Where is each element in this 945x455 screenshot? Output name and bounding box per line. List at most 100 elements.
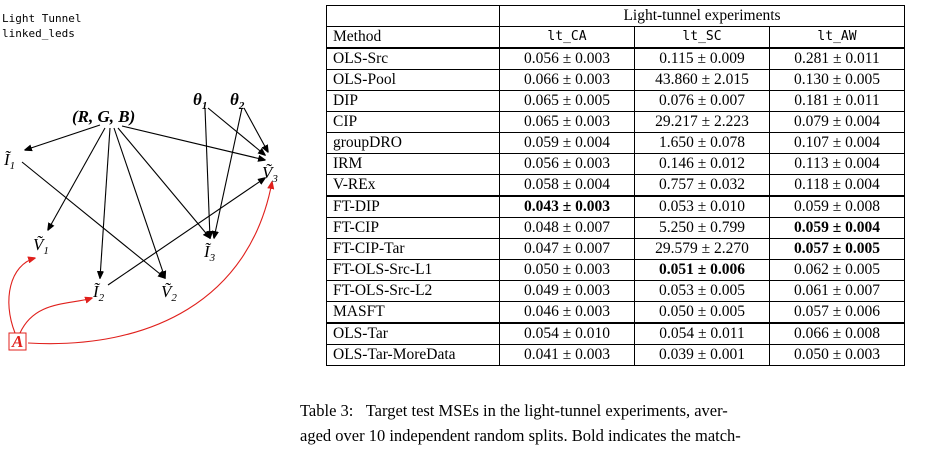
value-cell: 0.066 ± 0.008 xyxy=(769,322,905,345)
value-cell: 0.043 ± 0.003 xyxy=(499,195,635,218)
table-row: groupDRO 0.059 ± 0.004 1.650 ± 0.078 0.107 … xyxy=(326,132,905,154)
value-cell: 43.860 ± 2.015 xyxy=(634,69,770,91)
table-row: OLS-Src 0.056 ± 0.003 0.115 ± 0.009 0.281 ±… xyxy=(326,47,905,70)
table-row: FT-OLS-Src-L1 0.050 ± 0.003 0.051 ± 0.006 0… xyxy=(326,259,905,281)
value-cell: 0.056 ± 0.003 xyxy=(499,153,635,175)
method-cell: MASFT xyxy=(326,301,500,324)
table-row: IRM 0.056 ± 0.003 0.146 ± 0.012 0.113 ± 0.0… xyxy=(326,153,905,175)
node: Ṽ2 xyxy=(161,282,177,304)
value-cell: 1.650 ± 0.078 xyxy=(634,132,770,154)
node: θ1 xyxy=(193,90,207,112)
table-row: OLS-Tar 0.054 ± 0.010 0.054 ± 0.011 0.066 ±… xyxy=(326,322,905,345)
cell xyxy=(326,5,500,27)
method-cell: OLS-Tar-MoreData xyxy=(326,344,500,366)
edge xyxy=(25,124,101,150)
caption: Table 3: Target test MSEs in the light-t… xyxy=(300,398,940,448)
edge xyxy=(243,107,268,152)
value-cell: 0.146 ± 0.012 xyxy=(634,153,770,175)
value-cell: 0.053 ± 0.005 xyxy=(634,280,770,302)
value-cell: 0.041 ± 0.003 xyxy=(499,344,635,366)
value-cell: 0.039 ± 0.001 xyxy=(634,344,770,366)
group-header: Light-tunnel experiments xyxy=(499,5,905,27)
results-table: Light-tunnel experiments Method lt_CA lt_S… xyxy=(326,5,905,366)
value-cell: 0.059 ± 0.004 xyxy=(769,217,905,239)
table-row: V-REx 0.058 ± 0.004 0.757 ± 0.032 0.118 ± 0… xyxy=(326,174,905,197)
value-cell: 0.059 ± 0.004 xyxy=(499,132,635,154)
value-cell: 0.059 ± 0.008 xyxy=(769,195,905,218)
method-cell: OLS-Tar xyxy=(326,322,500,345)
column-header: lt_CA xyxy=(499,26,635,49)
value-cell: 5.250 ± 0.799 xyxy=(634,217,770,239)
value-cell: 0.281 ± 0.011 xyxy=(769,47,905,70)
node: Ĩ2 xyxy=(92,282,105,304)
method-cell: OLS-Pool xyxy=(326,69,500,91)
node: Ṽ3 xyxy=(262,163,278,185)
method-cell: OLS-Src xyxy=(326,47,500,70)
caption-text: Target test MSEs in the light-tunnel exp… xyxy=(365,401,728,420)
caption-line: aged over 10 independent random splits. … xyxy=(300,426,741,445)
node-box xyxy=(8,332,27,351)
table-row: MASFT 0.046 ± 0.003 0.050 ± 0.005 0.057 ± 0… xyxy=(326,301,905,324)
table-row: OLS-Pool 0.066 ± 0.003 43.860 ± 2.015 0.130… xyxy=(326,69,905,91)
edge xyxy=(48,127,106,230)
value-cell: 0.050 ± 0.005 xyxy=(634,301,770,324)
value-cell: 0.061 ± 0.007 xyxy=(769,280,905,302)
caption-label: Table 3: xyxy=(300,401,354,420)
table-row: FT-DIP 0.043 ± 0.003 0.053 ± 0.010 0.059 ± … xyxy=(326,195,905,218)
node: Ĩ3 xyxy=(203,242,216,264)
value-cell: 0.057 ± 0.005 xyxy=(769,238,905,260)
value-cell: 29.579 ± 2.270 xyxy=(634,238,770,260)
column-header: Method xyxy=(326,26,500,49)
value-cell: 0.079 ± 0.004 xyxy=(769,111,905,133)
edge xyxy=(113,127,165,278)
edge-red xyxy=(27,182,272,345)
value-cell: 0.054 ± 0.011 xyxy=(634,322,770,345)
value-cell: 29.217 ± 2.223 xyxy=(634,111,770,133)
method-cell: groupDRO xyxy=(326,132,500,154)
column-header: lt_AW xyxy=(769,26,905,49)
value-cell: 0.115 ± 0.009 xyxy=(634,47,770,70)
value-cell: 0.062 ± 0.005 xyxy=(769,259,905,281)
method-cell: FT-OLS-Src-L1 xyxy=(326,259,500,281)
node: Ĩ1 xyxy=(3,150,15,172)
method-cell: DIP xyxy=(326,90,500,112)
value-cell: 0.118 ± 0.004 xyxy=(769,174,905,197)
value-cell: 0.047 ± 0.007 xyxy=(499,238,635,260)
edges xyxy=(21,107,268,286)
method-cell: CIP xyxy=(326,111,500,133)
value-cell: 0.076 ± 0.007 xyxy=(634,90,770,112)
value-cell: 0.058 ± 0.004 xyxy=(499,174,635,197)
value-cell: 0.046 ± 0.003 xyxy=(499,301,635,324)
edge xyxy=(121,125,265,160)
value-cell: 0.056 ± 0.003 xyxy=(499,47,635,70)
method-cell: FT-OLS-Src-L2 xyxy=(326,280,500,302)
table-row: DIP 0.065 ± 0.005 0.076 ± 0.007 0.181 ± 0.0… xyxy=(326,90,905,112)
node: (R, G, B) xyxy=(72,107,135,126)
value-cell: 0.054 ± 0.010 xyxy=(499,322,635,345)
value-cell: 0.050 ± 0.003 xyxy=(769,344,905,366)
value-cell: 0.107 ± 0.004 xyxy=(769,132,905,154)
value-cell: 0.113 ± 0.004 xyxy=(769,153,905,175)
value-cell: 0.048 ± 0.007 xyxy=(499,217,635,239)
node: θ2 xyxy=(230,90,245,112)
method-cell: FT-DIP xyxy=(326,195,500,218)
value-cell: 0.130 ± 0.005 xyxy=(769,69,905,91)
edge xyxy=(100,127,111,278)
value-cell: 0.757 ± 0.032 xyxy=(634,174,770,197)
value-cell: 0.053 ± 0.010 xyxy=(634,195,770,218)
diagram-title: Light Tunnel xyxy=(2,12,81,25)
diagram-subtitle: linked_leds xyxy=(2,27,75,40)
value-cell: 0.051 ± 0.006 xyxy=(634,259,770,281)
value-cell: 0.050 ± 0.003 xyxy=(499,259,635,281)
table-row: OLS-Tar-MoreData 0.041 ± 0.003 0.039 ± 0.0… xyxy=(326,344,905,366)
edge xyxy=(21,161,165,278)
caption-line: Table 3: Target test MSEs in the light-t… xyxy=(300,398,940,423)
edge xyxy=(117,127,210,238)
value-cell: 0.049 ± 0.003 xyxy=(499,280,635,302)
edge-red xyxy=(8,258,35,334)
value-cell: 0.065 ± 0.005 xyxy=(499,90,635,112)
edge xyxy=(214,107,243,238)
value-cell: 0.065 ± 0.003 xyxy=(499,111,635,133)
value-cell: 0.057 ± 0.006 xyxy=(769,301,905,324)
